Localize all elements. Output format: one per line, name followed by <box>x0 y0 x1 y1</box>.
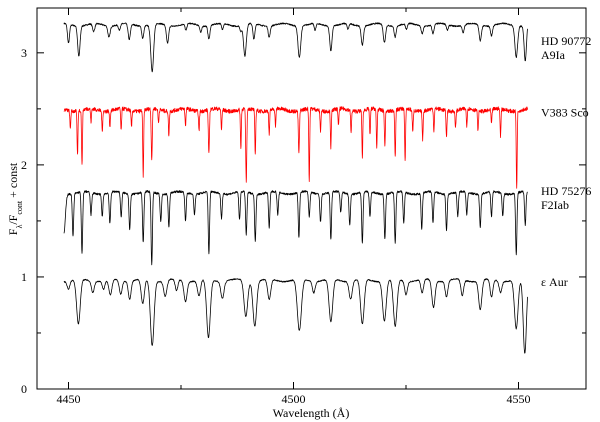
y-tick-label-1: 1 <box>21 270 27 284</box>
series-label-line-0-1: A9Ia <box>541 48 566 62</box>
series-label-line-3-0: ε Aur <box>541 275 568 289</box>
axis-ticks: 4450 4500 4550 0 1 2 3 <box>21 8 586 406</box>
series-label-line-0-0: HD 90772 <box>541 34 591 48</box>
series-line-1 <box>63 106 528 189</box>
x-tick-label-1: 4500 <box>282 392 306 406</box>
plot-frame <box>36 7 587 390</box>
series-label-3: ε Aur <box>541 275 568 289</box>
series-labels: HD 90772 A9Ia V383 Sco HD 75276 F2Iab ε Aur <box>541 34 591 289</box>
y-tick-label-2: 2 <box>21 158 27 172</box>
series-label-2: HD 75276 F2Iab <box>541 184 591 212</box>
series-label-1: V383 Sco <box>541 106 589 120</box>
y-axis-label: Fλ/Fcont + const <box>6 162 24 235</box>
x-axis-label: Wavelength (Å) <box>273 406 350 420</box>
x-tick-label-2: 4550 <box>507 392 531 406</box>
series-line-0 <box>63 22 528 73</box>
series-label-line-2-0: HD 75276 <box>541 184 591 198</box>
series-line-3 <box>63 278 528 354</box>
series-label-0: HD 90772 A9Ia <box>541 34 591 62</box>
series-layer <box>63 22 528 354</box>
series-label-line-1-0: V383 Sco <box>541 106 589 120</box>
y-tick-label-0: 0 <box>21 382 27 396</box>
y-tick-label-3: 3 <box>21 46 27 60</box>
series-label-line-2-1: F2Iab <box>541 198 569 212</box>
series-line-2 <box>63 190 528 266</box>
x-tick-label-0: 4450 <box>57 392 81 406</box>
